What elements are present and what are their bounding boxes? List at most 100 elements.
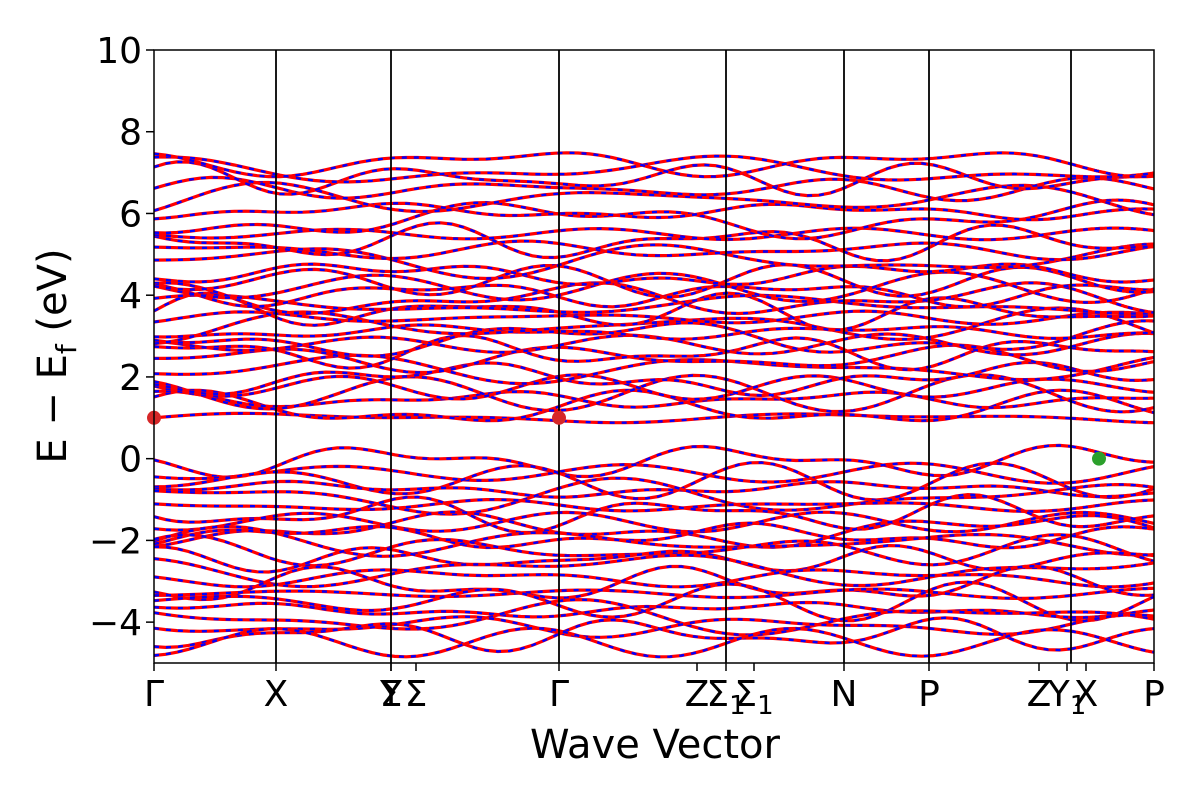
band-line-dashed-3-seg0 <box>153 373 1072 413</box>
band-line-dashed-43-seg1 <box>1070 534 1155 563</box>
band-line-dashed-27-seg1 <box>1070 190 1155 216</box>
band-line-dashed-31-seg0 <box>153 151 1072 178</box>
band-line-dashed-50-seg1 <box>1071 608 1155 619</box>
band-line-dashed-7-seg0 <box>154 343 1072 374</box>
band-line-dashed-30-seg1 <box>1071 171 1155 178</box>
band-line-dashed-36-seg1 <box>1070 483 1155 490</box>
band-line-dashed-18-seg1 <box>1070 287 1155 304</box>
band-line-dashed-42-seg0 <box>153 525 1072 558</box>
y-tick-label-7: 10 <box>96 31 142 72</box>
band-line-dashed-52-seg0 <box>153 615 1072 639</box>
x-axis-title: Wave Vector <box>530 722 781 768</box>
k-point-label-12: Y1 <box>1047 674 1087 721</box>
band-line-dashed-14-seg1 <box>1071 314 1155 318</box>
band-line-dashed-53-seg1 <box>1070 627 1155 651</box>
y-tick-label-4: 4 <box>119 276 142 317</box>
band-line-dashed-6-seg1 <box>1070 356 1155 377</box>
y-tick-label-0: −4 <box>89 603 142 644</box>
band-edge-markers <box>147 410 1106 466</box>
band-lines <box>153 151 1155 659</box>
band-line-dashed-9-seg0 <box>153 332 1072 357</box>
band-line-dashed-4-seg1 <box>1070 378 1155 394</box>
band-line-dashed-4-seg0 <box>153 373 1072 401</box>
band-line-49-seg0 <box>153 580 1072 623</box>
band-line-30-seg0 <box>153 154 1072 184</box>
band-line-dashed-15-seg1 <box>1070 309 1155 315</box>
band-line-dashed-19-seg1 <box>1070 275 1155 294</box>
band-line-dashed-34-seg1 <box>1070 487 1155 499</box>
band-line-dashed-10-seg1 <box>1070 319 1154 339</box>
band-line-dashed-42-seg1 <box>1070 544 1154 557</box>
band-line-dashed-3-seg1 <box>1070 399 1155 413</box>
y-axis-title: E − Ef (eV) <box>30 248 83 463</box>
band-line-dashed-20-seg1 <box>1070 273 1155 284</box>
band-line-dashed-24-seg0 <box>153 226 1072 241</box>
band-line-dashed-38-seg0 <box>153 493 1072 534</box>
band-line-dashed-48-seg1 <box>1070 587 1154 597</box>
band-line-dashed-35-seg0 <box>153 480 1072 499</box>
band-line-dashed-26-seg0 <box>153 202 1072 221</box>
y-tick-label-6: 8 <box>119 113 142 154</box>
band-line-dashed-46-seg1 <box>1070 581 1155 588</box>
k-point-label-5: Γ <box>549 674 569 715</box>
band-line-23-seg0 <box>153 221 1072 263</box>
y-axis-ticks: −4 −2 0 2 4 6 8 10 <box>89 31 154 644</box>
band-line-dashed-54-seg0 <box>153 626 1072 659</box>
k-point-label-11: Z <box>1027 674 1052 715</box>
band-line-28-seg0 <box>153 175 1072 203</box>
band-line-dashed-25-seg1 <box>1070 198 1155 209</box>
band-line-dashed-47-seg1 <box>1070 573 1154 597</box>
band-line-dashed-37-seg1 <box>1070 498 1154 511</box>
band-line-dashed-1-seg1 <box>1070 389 1155 414</box>
band-line-dashed-39-seg1 <box>1070 511 1155 525</box>
band-line-dashed-33-seg1 <box>1070 465 1155 484</box>
band-line-dashed-36-seg0 <box>153 476 1072 516</box>
band-line-dashed-31-seg1 <box>1070 162 1155 178</box>
band-line-dashed-40-seg1 <box>1070 514 1155 530</box>
k-point-label-10: P <box>918 674 940 715</box>
band-line-dashed-29-seg1 <box>1070 174 1155 185</box>
band-line-dashed-27-seg0 <box>153 181 1072 213</box>
band-line-dashed-17-seg1 <box>1070 283 1154 292</box>
band-line-dashed-44-seg1 <box>1070 551 1154 558</box>
band-line-dashed-44-seg0 <box>153 544 1072 574</box>
band-line-dashed-32-seg1 <box>1070 445 1154 464</box>
band-line-dashed-13-seg0 <box>153 309 1072 326</box>
high-symmetry-lines <box>275 50 1072 663</box>
band-line-dashed-29-seg0 <box>153 160 1072 197</box>
band-line-dashed-53-seg0 <box>153 616 1072 653</box>
band-line-dashed-38-seg1 <box>1070 514 1155 528</box>
band-line-dashed-35-seg1 <box>1070 491 1155 498</box>
y-axis-title-unit: (eV) <box>30 248 76 344</box>
band-line-51-seg0 <box>153 597 1072 637</box>
band-line-45-seg0 <box>153 553 1072 589</box>
band-line-dashed-17-seg0 <box>153 283 1072 309</box>
band-line-dashed-50-seg0 <box>153 601 1072 619</box>
y-axis-title-main: E − E <box>30 354 76 464</box>
k-point-label-2: Y <box>379 674 403 715</box>
y-tick-label-1: −2 <box>89 521 142 562</box>
band-line-dashed-5-seg0 <box>153 361 1072 397</box>
band-line-dashed-45-seg1 <box>1071 561 1155 570</box>
band-line-dashed-51-seg1 <box>1071 610 1155 621</box>
band-line-22-seg0 <box>153 239 1072 262</box>
k-point-label-1: X <box>264 674 289 715</box>
band-line-dashed-32-seg0 <box>153 444 1072 479</box>
band-line-dashed-46-seg0 <box>153 568 1072 589</box>
k-point-label-4: Σ <box>405 674 428 715</box>
plot-frame <box>153 49 1155 664</box>
band-line-dashed-24-seg1 <box>1070 226 1155 233</box>
y-tick-label-2: 0 <box>119 440 142 481</box>
band-line-44-seg0 <box>153 543 1072 574</box>
band-edge-marker-1 <box>552 410 566 425</box>
band-line-dashed-2-seg1 <box>1071 396 1155 401</box>
band-line-dashed-20-seg0 <box>153 262 1072 286</box>
band-line-dashed-1-seg0 <box>153 388 1072 422</box>
k-point-label-14: P <box>1143 674 1165 715</box>
band-edge-marker-2 <box>1092 451 1106 466</box>
band-line-36-seg0 <box>153 476 1072 516</box>
band-line-dashed-16-seg1 <box>1070 287 1155 314</box>
band-line-dashed-11-seg1 <box>1070 331 1154 340</box>
